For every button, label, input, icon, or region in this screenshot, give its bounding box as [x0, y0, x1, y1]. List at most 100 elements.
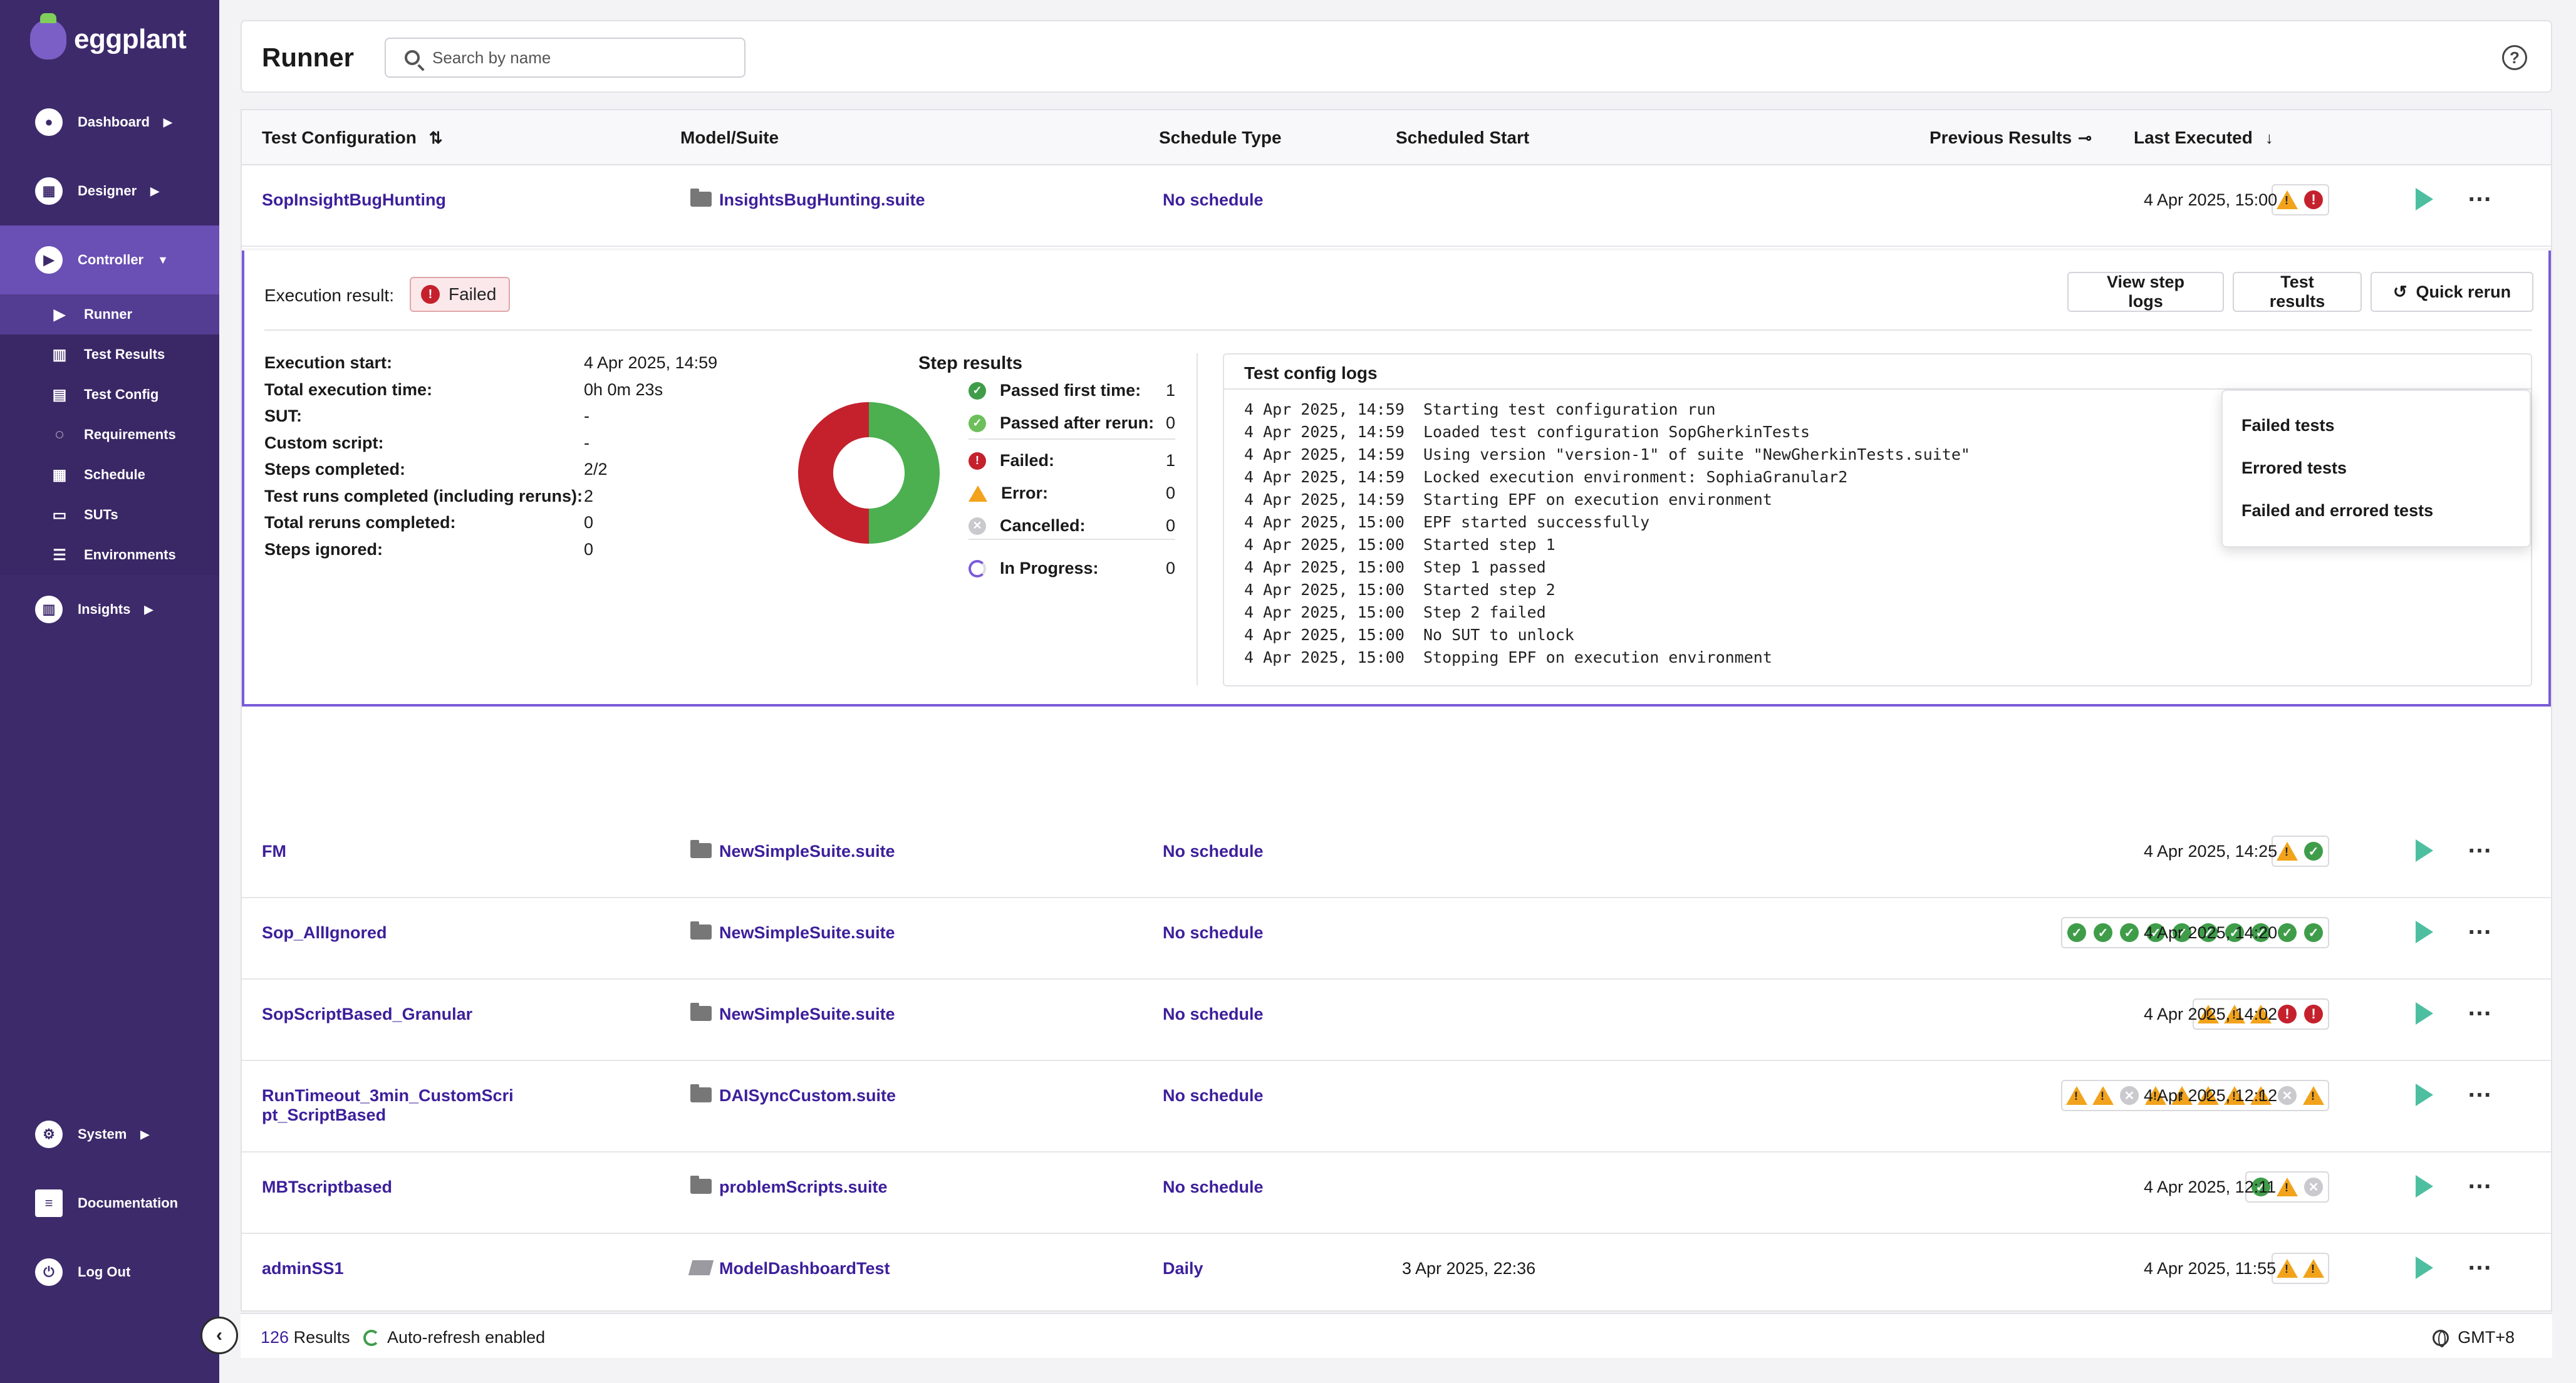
sidebar-item-suts[interactable]: ▭ SUTs [0, 495, 219, 535]
test-results-button[interactable]: Test results [2233, 272, 2362, 312]
result-warn-icon[interactable] [2196, 1084, 2220, 1107]
table-row[interactable]: SopInsightBugHunting InsightsBugHunting.s… [242, 165, 2551, 247]
test-config-name[interactable]: Sop_AllIgnored [262, 923, 387, 943]
result-ok-icon[interactable]: ✓ [2275, 921, 2299, 945]
result-ok-icon[interactable]: ✓ [2302, 839, 2325, 863]
result-ok-icon[interactable]: ✓ [2196, 921, 2220, 945]
search-input[interactable] [432, 48, 733, 68]
view-step-logs-button[interactable]: View step logs [2067, 272, 2224, 312]
more-options-button[interactable]: … [2467, 1248, 2493, 1275]
run-button[interactable] [2416, 1084, 2433, 1106]
menu-item-errored-tests[interactable]: Errored tests [2241, 458, 2347, 477]
more-options-button[interactable]: … [2467, 993, 2493, 1021]
auto-refresh-status[interactable]: Auto-refresh enabled [363, 1328, 545, 1347]
result-warn-icon[interactable] [2223, 1002, 2246, 1026]
run-button[interactable] [2416, 1256, 2433, 1279]
result-warn-icon[interactable] [2275, 1256, 2299, 1280]
test-config-name[interactable]: SopScriptBased_Granular [262, 1005, 472, 1024]
logs-body[interactable]: 4 Apr 2025, 14:59 Starting test configur… [1224, 390, 2531, 678]
result-warn-icon[interactable] [2249, 1002, 2273, 1026]
test-config-name[interactable]: FM [262, 842, 286, 861]
result-warn-icon[interactable] [2170, 1084, 2194, 1107]
sidebar-item-test-results[interactable]: ▥ Test Results [0, 334, 219, 375]
result-warn-icon[interactable] [2275, 188, 2299, 212]
run-button[interactable] [2416, 839, 2433, 862]
more-options-button[interactable]: … [2467, 179, 2493, 207]
suite-link[interactable]: NewSimpleSuite.suite [690, 1003, 895, 1024]
sidebar-item-controller[interactable]: ▶ Controller ▼ [0, 225, 219, 294]
result-ok-icon[interactable]: ✓ [2249, 1175, 2273, 1199]
sidebar-item-designer[interactable]: ▦ Designer ▶ [0, 157, 219, 225]
col-test-configuration[interactable]: Test Configuration ⇅ [262, 128, 443, 148]
result-warn-icon[interactable] [2275, 839, 2299, 863]
result-warn-icon[interactable] [2091, 1084, 2115, 1107]
result-canc-icon[interactable]: ✕ [2275, 1084, 2299, 1107]
suite-link[interactable]: DAISyncCustom.suite [690, 1084, 896, 1106]
run-button[interactable] [2416, 1002, 2433, 1025]
suite-link[interactable]: InsightsBugHunting.suite [690, 189, 925, 210]
result-ok-icon[interactable]: ✓ [2065, 921, 2089, 945]
result-canc-icon[interactable]: ✕ [2117, 1084, 2141, 1107]
result-ok-icon[interactable]: ✓ [2091, 921, 2115, 945]
suite-link[interactable]: ModelDashboardTest [688, 1259, 890, 1278]
collapse-sidebar-button[interactable]: ‹ [200, 1317, 238, 1354]
sort-desc-icon[interactable]: ↓ [2265, 128, 2273, 147]
sidebar-item-environments[interactable]: ☰ Environments [0, 535, 219, 575]
suite-link[interactable]: NewSimpleSuite.suite [690, 840, 895, 861]
result-ok-icon[interactable]: ✓ [2144, 921, 2168, 945]
sidebar-item-requirements[interactable]: ◌ Requirements [0, 415, 219, 455]
table-row[interactable]: RunTimeout_3min_CustomScri pt_ScriptBased… [242, 1061, 2551, 1152]
result-warn-icon[interactable] [2302, 1256, 2325, 1280]
sidebar-item-insights[interactable]: ▥ Insights ▶ [0, 575, 219, 644]
search-box[interactable] [385, 38, 745, 78]
more-options-button[interactable]: … [2467, 1166, 2493, 1194]
result-warn-icon[interactable] [2249, 1084, 2273, 1107]
result-fail-icon[interactable]: ! [2302, 188, 2325, 212]
result-ok-icon[interactable]: ✓ [2223, 921, 2246, 945]
result-warn-icon[interactable] [2144, 1084, 2168, 1107]
suite-link[interactable]: problemScripts.suite [690, 1176, 888, 1197]
menu-item-failed-tests[interactable]: Failed tests [2241, 416, 2335, 435]
sidebar-item-test-config[interactable]: ▤ Test Config [0, 375, 219, 415]
result-fail-icon[interactable]: ! [2302, 1002, 2325, 1026]
result-warn-icon[interactable] [2302, 1084, 2325, 1107]
help-icon[interactable]: ? [2502, 45, 2527, 70]
test-config-name[interactable]: MBTscriptbased [262, 1178, 392, 1197]
sort-icon[interactable]: ⇅ [428, 128, 443, 147]
results-key-icon[interactable]: ⊸ [2078, 128, 2092, 147]
result-warn-icon[interactable] [2065, 1084, 2089, 1107]
result-canc-icon[interactable]: ✕ [2302, 1175, 2325, 1199]
sidebar-item-dashboard[interactable]: ● Dashboard ▶ [0, 88, 219, 157]
quick-rerun-button[interactable]: ↺ Quick rerun [2371, 272, 2533, 312]
result-ok-icon[interactable]: ✓ [2249, 921, 2273, 945]
table-row[interactable]: Sop_AllIgnored NewSimpleSuite.suite No sch… [242, 898, 2551, 980]
menu-item-failed-and-errored-tests[interactable]: Failed and errored tests [2241, 501, 2434, 520]
table-row[interactable]: FM NewSimpleSuite.suite No schedule ✓ 4 Apr … [242, 817, 2551, 898]
timezone-selector[interactable]: GMT+8 [2433, 1328, 2515, 1347]
test-config-name[interactable]: SopInsightBugHunting [262, 190, 446, 210]
result-warn-icon[interactable] [2223, 1084, 2246, 1107]
result-warn-icon[interactable] [2196, 1002, 2220, 1026]
sidebar-item-log-out[interactable]: ⏻ Log Out [0, 1238, 219, 1307]
result-warn-icon[interactable] [2275, 1175, 2299, 1199]
test-config-name[interactable]: RunTimeout_3min_CustomScri pt_ScriptBased [262, 1086, 514, 1125]
sidebar-item-system[interactable]: ⚙ System ▶ [0, 1100, 219, 1169]
run-button[interactable] [2416, 1175, 2433, 1198]
sidebar-item-runner[interactable]: ▶ Runner [0, 294, 219, 334]
result-fail-icon[interactable]: ! [2275, 1002, 2299, 1026]
suite-link[interactable]: NewSimpleSuite.suite [690, 921, 895, 943]
run-button[interactable] [2416, 921, 2433, 943]
table-row[interactable]: adminSS1 ModelDashboardTest Daily 3 Apr 202… [242, 1234, 2551, 1310]
test-config-name[interactable]: adminSS1 [262, 1259, 344, 1278]
more-options-button[interactable]: … [2467, 1075, 2493, 1102]
result-ok-icon[interactable]: ✓ [2302, 921, 2325, 945]
more-options-button[interactable]: … [2467, 831, 2493, 858]
eggplant-logo[interactable]: eggplant [30, 13, 187, 61]
result-ok-icon[interactable]: ✓ [2117, 921, 2141, 945]
table-row[interactable]: MBTscriptbased problemScripts.suite No sch… [242, 1152, 2551, 1234]
col-last-executed[interactable]: Last Executed ↓ [2134, 128, 2273, 148]
run-button[interactable] [2416, 188, 2433, 210]
table-row[interactable]: SopScriptBased_Granular NewSimpleSuite.su… [242, 980, 2551, 1061]
more-options-button[interactable]: … [2467, 912, 2493, 940]
result-ok-icon[interactable]: ✓ [2170, 921, 2194, 945]
